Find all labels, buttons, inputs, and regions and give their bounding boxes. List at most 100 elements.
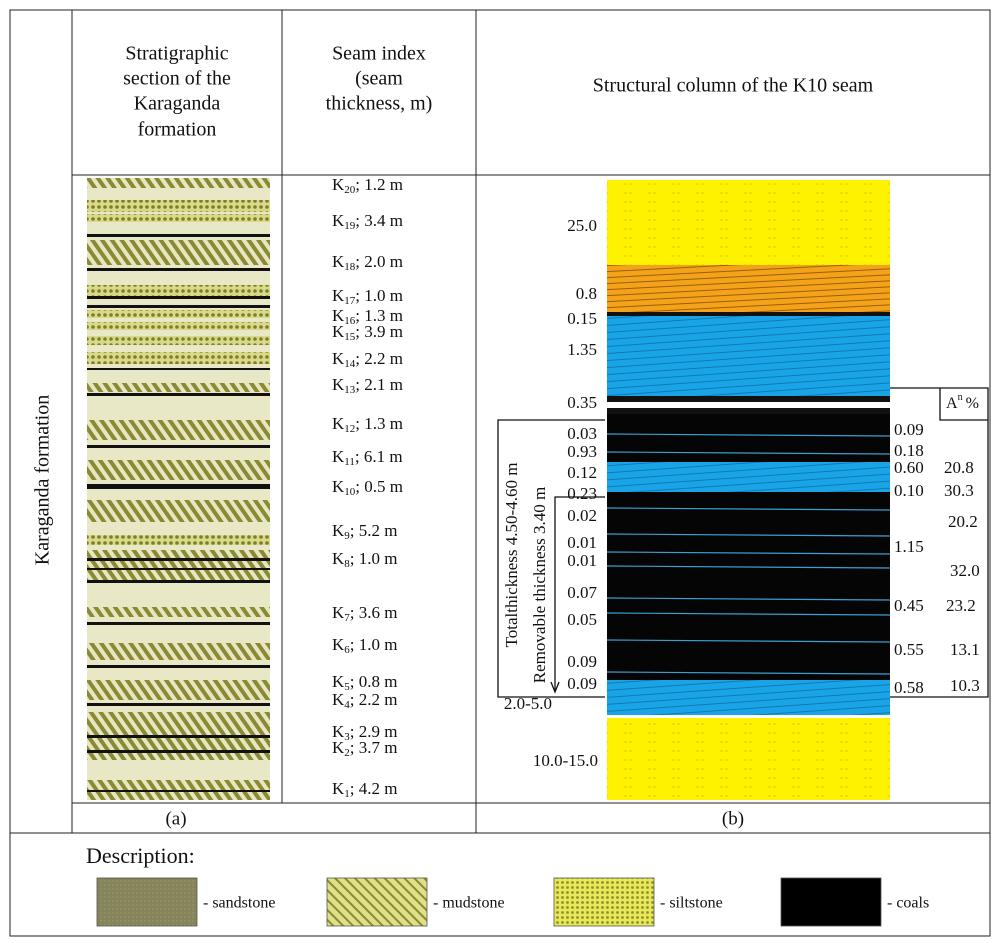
panel-label: (b) bbox=[722, 808, 744, 829]
ash-value: 20.2 bbox=[948, 512, 978, 531]
coal-line bbox=[87, 580, 270, 583]
seam-number: 14 bbox=[344, 358, 356, 370]
thickness-label: 0.58 bbox=[894, 678, 924, 697]
seam-thickness: ; 2.2 m bbox=[355, 349, 403, 368]
column-header: Structural column of the K10 seam bbox=[593, 75, 874, 97]
thickness-label: 0.07 bbox=[567, 583, 597, 602]
coal-line bbox=[87, 665, 270, 668]
seam-label: K2; 3.7 m bbox=[332, 738, 397, 759]
rock-band bbox=[87, 420, 270, 440]
thickness-label: 0.35 bbox=[567, 393, 597, 412]
seam-number: 12 bbox=[344, 423, 355, 435]
ash-value: 23.2 bbox=[946, 596, 976, 615]
seam-label: K1; 4.2 m bbox=[332, 779, 397, 800]
thickness-label: 10.0-15.0 bbox=[533, 751, 598, 770]
seam-label: K18; 2.0 m bbox=[332, 252, 403, 273]
rock-band bbox=[87, 535, 270, 545]
removable-thickness: Removable thickness 3.40 m bbox=[530, 487, 549, 683]
thickness-label: 0.09 bbox=[567, 652, 597, 671]
layer bbox=[607, 312, 890, 316]
seam-number: 10 bbox=[344, 486, 356, 498]
thickness-label: 0.55 bbox=[894, 640, 924, 659]
legend-title: Description: bbox=[86, 843, 195, 868]
structural-column bbox=[607, 180, 890, 800]
legend-swatch bbox=[781, 878, 881, 926]
panel-label: (a) bbox=[165, 808, 186, 829]
seam-letter: K bbox=[332, 286, 345, 305]
figure: Stratigraphicsection of theKaragandaform… bbox=[0, 0, 999, 938]
seam-number: 13 bbox=[344, 384, 356, 396]
layer-texture bbox=[607, 265, 890, 312]
legend-swatch bbox=[327, 878, 427, 926]
rock-band bbox=[87, 712, 270, 726]
seam-letter: K bbox=[332, 375, 345, 394]
seam-letter: K bbox=[332, 349, 345, 368]
seam-thickness: ; 4.2 m bbox=[350, 779, 398, 798]
seam-label: K15; 3.9 m bbox=[332, 322, 403, 343]
seam-letter: K bbox=[332, 549, 345, 568]
coal-line bbox=[87, 622, 270, 625]
seam-label: K12; 1.3 m bbox=[332, 414, 403, 435]
ash-unit: % bbox=[966, 395, 979, 412]
layer-texture bbox=[607, 462, 890, 492]
layer bbox=[607, 414, 890, 706]
rock-band bbox=[87, 460, 270, 480]
coal-line bbox=[87, 568, 270, 570]
coal-line bbox=[87, 735, 270, 738]
legend-swatch bbox=[554, 878, 654, 926]
seam-thickness: ; 0.8 m bbox=[350, 672, 398, 691]
layer-texture bbox=[607, 180, 890, 265]
ash-value: 13.1 bbox=[950, 640, 980, 659]
seam-letter: K bbox=[332, 779, 345, 798]
thickness-label: 0.15 bbox=[567, 309, 597, 328]
seam-thickness: ; 1.0 m bbox=[350, 635, 398, 654]
legend-item: - siltstone bbox=[660, 895, 723, 912]
legend-item: - coals bbox=[887, 895, 929, 912]
seam-thickness: ; 1.3 m bbox=[355, 414, 403, 433]
seam-thickness: ; 2.1 m bbox=[355, 375, 403, 394]
seam-number: 20 bbox=[344, 184, 356, 196]
seam-label: K7; 3.6 m bbox=[332, 603, 397, 624]
seam-thickness: ; 3.9 m bbox=[355, 322, 403, 341]
rock-band bbox=[87, 310, 270, 318]
coal-line bbox=[87, 234, 270, 237]
layer-texture bbox=[607, 680, 890, 715]
thickness-label: 0.09 bbox=[894, 420, 924, 439]
rock-band bbox=[87, 680, 270, 700]
seam-letter: K bbox=[332, 738, 345, 757]
ash-header: An% bbox=[946, 392, 979, 411]
thickness-label: 0.05 bbox=[567, 610, 597, 629]
ash-letter: A bbox=[946, 395, 958, 412]
seam-thickness: ; 1.0 m bbox=[355, 286, 403, 305]
seam-letter: K bbox=[332, 690, 345, 709]
seam-number: 11 bbox=[344, 456, 355, 468]
thickness-label: 0.01 bbox=[567, 551, 597, 570]
legend-item: - sandstone bbox=[203, 895, 275, 912]
rock-band bbox=[87, 500, 270, 522]
seam-letter: K bbox=[332, 252, 345, 271]
seam-label: K4; 2.2 m bbox=[332, 690, 397, 711]
thickness-label: 0.02 bbox=[567, 506, 597, 525]
seam-label: K9; 5.2 m bbox=[332, 521, 397, 542]
seam-letter: K bbox=[332, 414, 345, 433]
seam-label: K8; 1.0 m bbox=[332, 549, 397, 570]
coal-line bbox=[87, 268, 270, 271]
thickness-label: 0.60 bbox=[894, 458, 924, 477]
coal-line bbox=[87, 790, 270, 792]
legend-item: - mudstone bbox=[433, 895, 505, 912]
seam-number: 15 bbox=[344, 331, 356, 343]
thickness-label: 0.45 bbox=[894, 596, 924, 615]
thickness-label: 0.10 bbox=[894, 481, 924, 500]
thickness-label: 0.01 bbox=[567, 533, 597, 552]
layer-texture bbox=[607, 316, 890, 396]
rock-band bbox=[87, 240, 270, 265]
seam-thickness: ; 1.0 m bbox=[350, 549, 398, 568]
seam-letter: K bbox=[332, 635, 345, 654]
total-thickness: Totalthickness 4.50-4.60 m bbox=[502, 463, 521, 648]
rock-band bbox=[87, 643, 270, 660]
ash-value: 20.8 bbox=[944, 458, 974, 477]
coal-line bbox=[87, 484, 270, 489]
coal-line bbox=[87, 368, 270, 370]
seam-thickness: ; 2.2 m bbox=[350, 690, 398, 709]
